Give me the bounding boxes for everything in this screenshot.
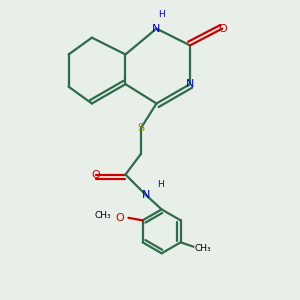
Text: O: O bbox=[92, 169, 100, 179]
Text: O: O bbox=[115, 213, 124, 223]
Text: H: H bbox=[158, 10, 165, 19]
Text: CH₃: CH₃ bbox=[94, 211, 111, 220]
Text: N: N bbox=[186, 79, 194, 89]
Text: N: N bbox=[142, 190, 150, 200]
Text: N: N bbox=[152, 24, 160, 34]
Text: S: S bbox=[137, 123, 145, 133]
Text: H: H bbox=[157, 180, 164, 189]
Text: CH₃: CH₃ bbox=[194, 244, 211, 253]
Text: O: O bbox=[218, 24, 227, 34]
